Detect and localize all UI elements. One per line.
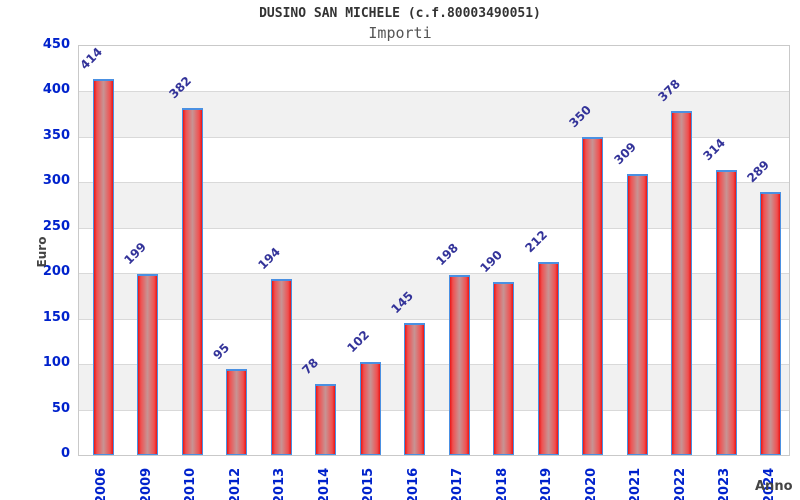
x-tick-label: 2010 [183, 467, 199, 500]
x-tick-label: 2013 [272, 467, 288, 500]
bar-2013 [270, 278, 292, 455]
x-tick-label: 2018 [494, 467, 510, 500]
bar-2019 [537, 262, 559, 455]
y-tick-label: 250 [42, 218, 70, 234]
y-tick-label: 300 [42, 173, 70, 189]
x-axis-title: Anno [755, 479, 793, 494]
x-tick-label: 2022 [672, 467, 688, 500]
x-tick-label: 2014 [316, 467, 332, 500]
y-tick-label: 350 [42, 127, 70, 143]
x-tick-label: 2017 [450, 467, 466, 500]
x-tick-label: 2023 [717, 467, 733, 500]
bar-2022 [671, 111, 693, 455]
x-tick-label: 2020 [583, 467, 599, 500]
y-tick-label: 450 [42, 37, 70, 52]
gridline [79, 318, 789, 320]
gridline [79, 182, 789, 184]
y-tick-label: 100 [42, 355, 70, 371]
gridline [79, 409, 789, 411]
bar-2017 [448, 275, 470, 455]
bar-2018 [493, 282, 515, 455]
bar-2015 [359, 362, 381, 455]
bar-2023 [715, 169, 737, 455]
bar-2012 [226, 368, 248, 455]
y-tick-label: 400 [42, 82, 70, 98]
y-tick-label: 200 [42, 264, 70, 280]
bar-2014 [315, 384, 337, 455]
bar-2024 [760, 192, 782, 455]
bar-2021 [626, 174, 648, 455]
chart-subtitle: Importi [368, 24, 432, 42]
bar-2016 [404, 323, 426, 455]
gridline [79, 136, 789, 138]
x-tick-label: 2006 [94, 467, 110, 500]
x-tick-label: 2021 [628, 467, 644, 500]
y-tick-label: 150 [42, 309, 70, 325]
gridline [79, 273, 789, 275]
bar-2009 [137, 274, 159, 455]
x-tick-label: 2015 [361, 467, 377, 500]
x-tick-label: 2009 [138, 467, 154, 500]
y-axis-title: Euro [35, 236, 49, 268]
gridline [79, 364, 789, 366]
y-tick-label: 0 [60, 446, 70, 461]
bar-2010 [181, 107, 203, 455]
y-tick-label: 50 [51, 400, 70, 416]
gridline [79, 91, 789, 93]
x-tick-label: 2012 [227, 467, 243, 500]
gridline [79, 227, 789, 229]
bar-2020 [582, 136, 604, 455]
x-tick-label: 2019 [539, 467, 555, 500]
bar-2006 [92, 78, 114, 455]
chart-title: DUSINO SAN MICHELE (c.f.80003490051) [259, 6, 541, 21]
x-tick-label: 2016 [405, 467, 421, 500]
